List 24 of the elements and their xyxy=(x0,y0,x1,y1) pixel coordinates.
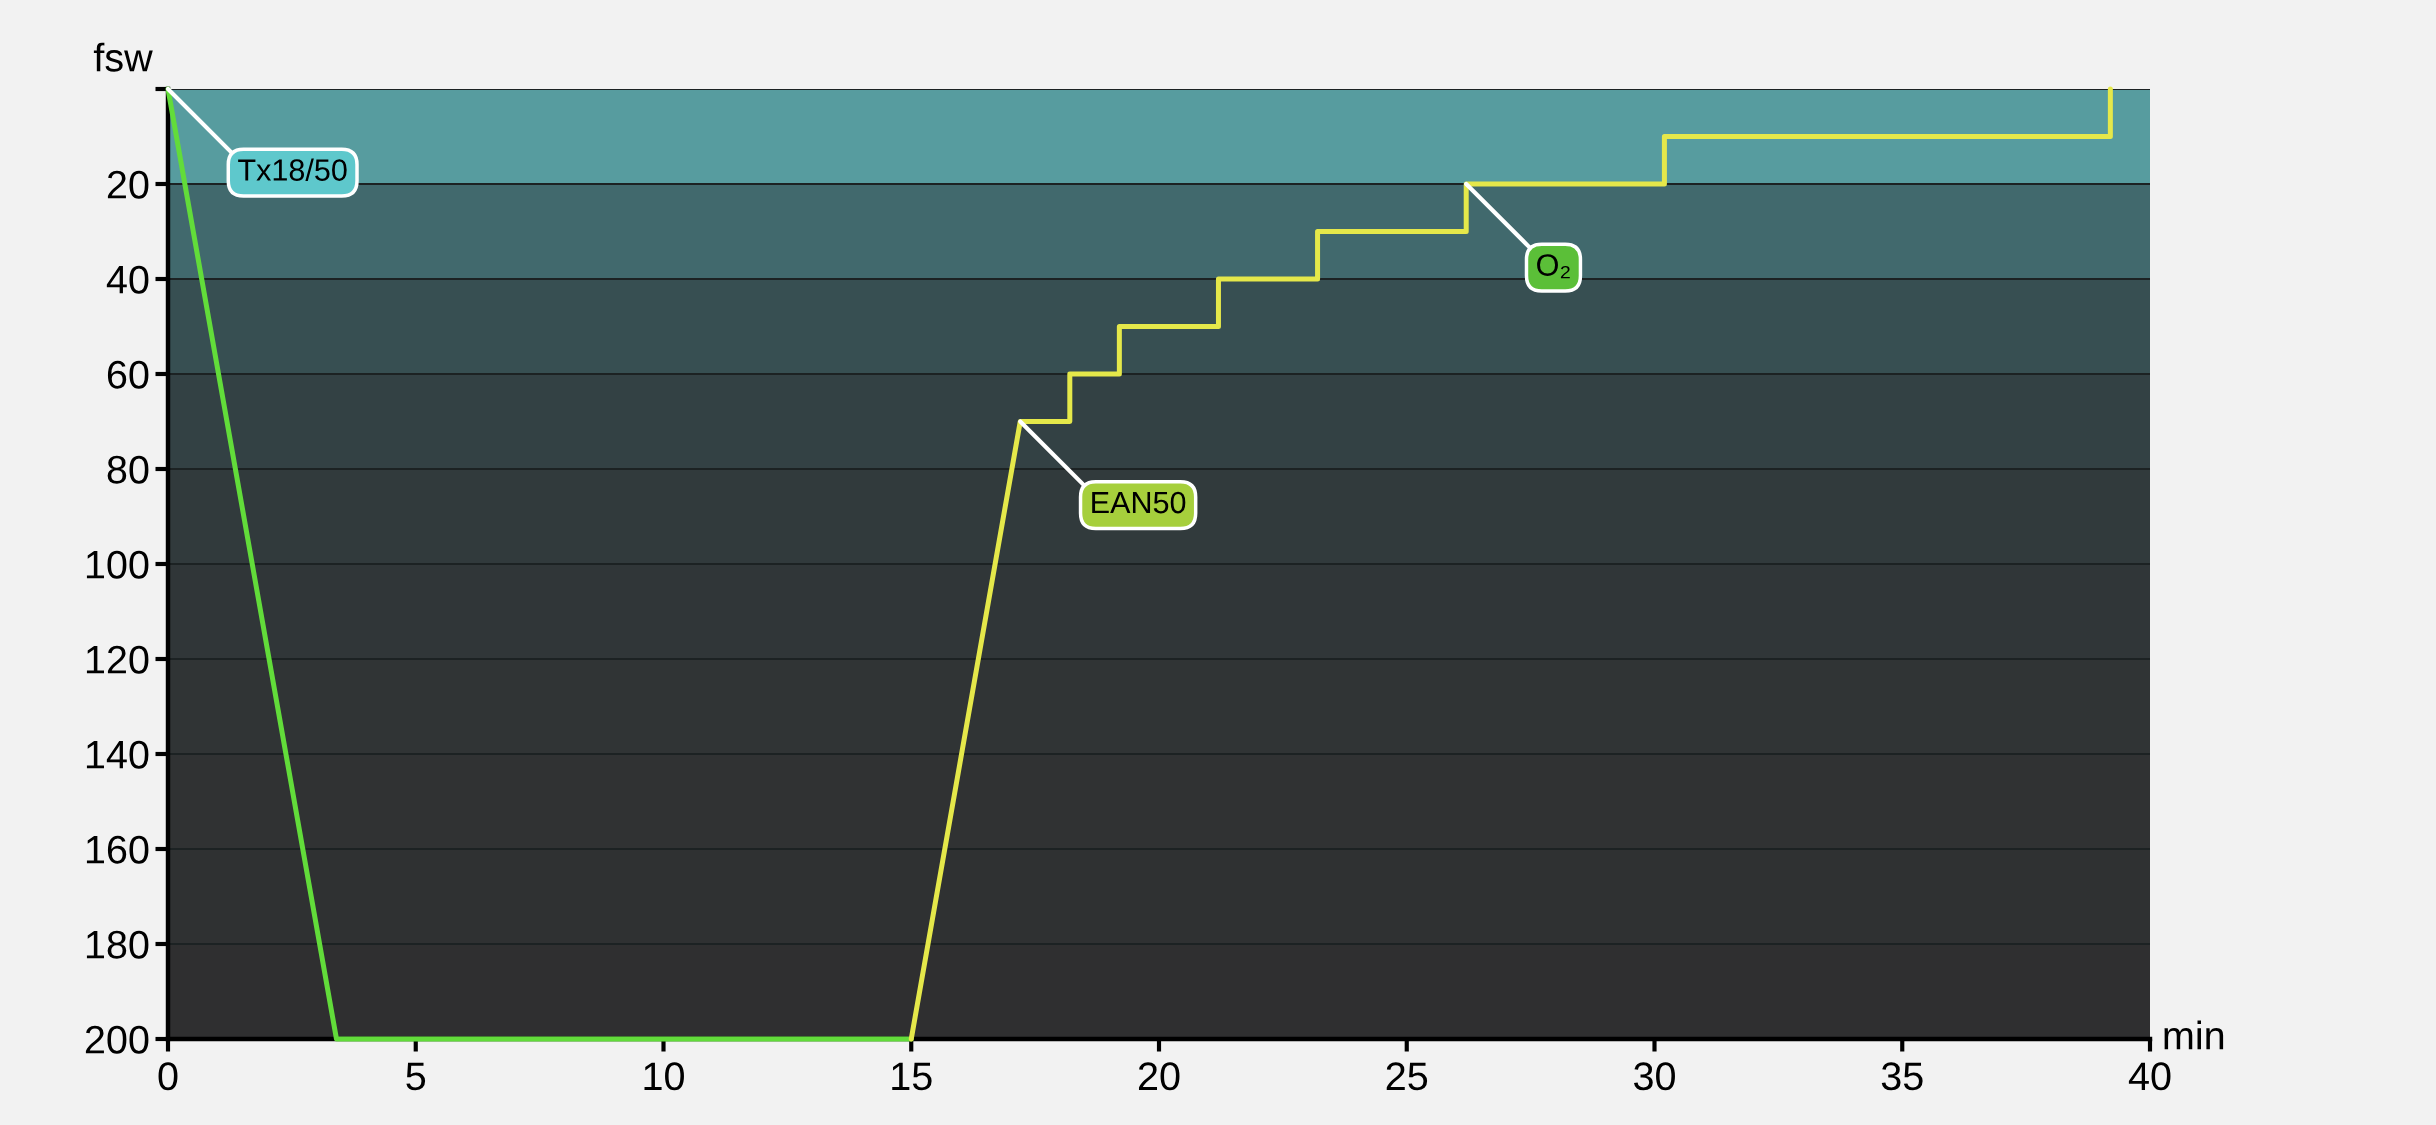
x-tick-label: 25 xyxy=(1386,1062,1428,1091)
y-tick-label: 40 xyxy=(106,265,149,294)
y-tick-label: 20 xyxy=(107,170,149,199)
x-tick-label: 20 xyxy=(1138,1062,1180,1091)
y-tick-label: 60 xyxy=(107,360,149,389)
x-tick-label: 30 xyxy=(1634,1062,1675,1091)
x-tick-label: 10 xyxy=(644,1062,684,1091)
y-tick-label: 180 xyxy=(86,930,149,959)
y-tick-label: 100 xyxy=(86,550,149,579)
x-axis-title: min xyxy=(2164,1020,2224,1050)
y-tick-label: 80 xyxy=(107,455,149,484)
x-tick-label: 40 xyxy=(2128,1062,2171,1091)
y-tick-label: 160 xyxy=(86,835,149,864)
x-tick-label: 35 xyxy=(1881,1062,1923,1091)
y-tick-label: 200 xyxy=(85,1025,149,1054)
y-tick-label: 120 xyxy=(86,645,149,674)
x-tick-label: 5 xyxy=(406,1062,426,1091)
annotation: EAN50 xyxy=(1092,491,1186,514)
annotation: O₂ xyxy=(1537,254,1570,279)
y-tick-label: 140 xyxy=(86,740,149,769)
x-tick-label: 15 xyxy=(892,1062,932,1091)
x-tick-label: 0 xyxy=(158,1062,178,1091)
y-axis-title: fsw xyxy=(93,42,153,72)
annotation: Tx18/50 xyxy=(238,158,347,181)
